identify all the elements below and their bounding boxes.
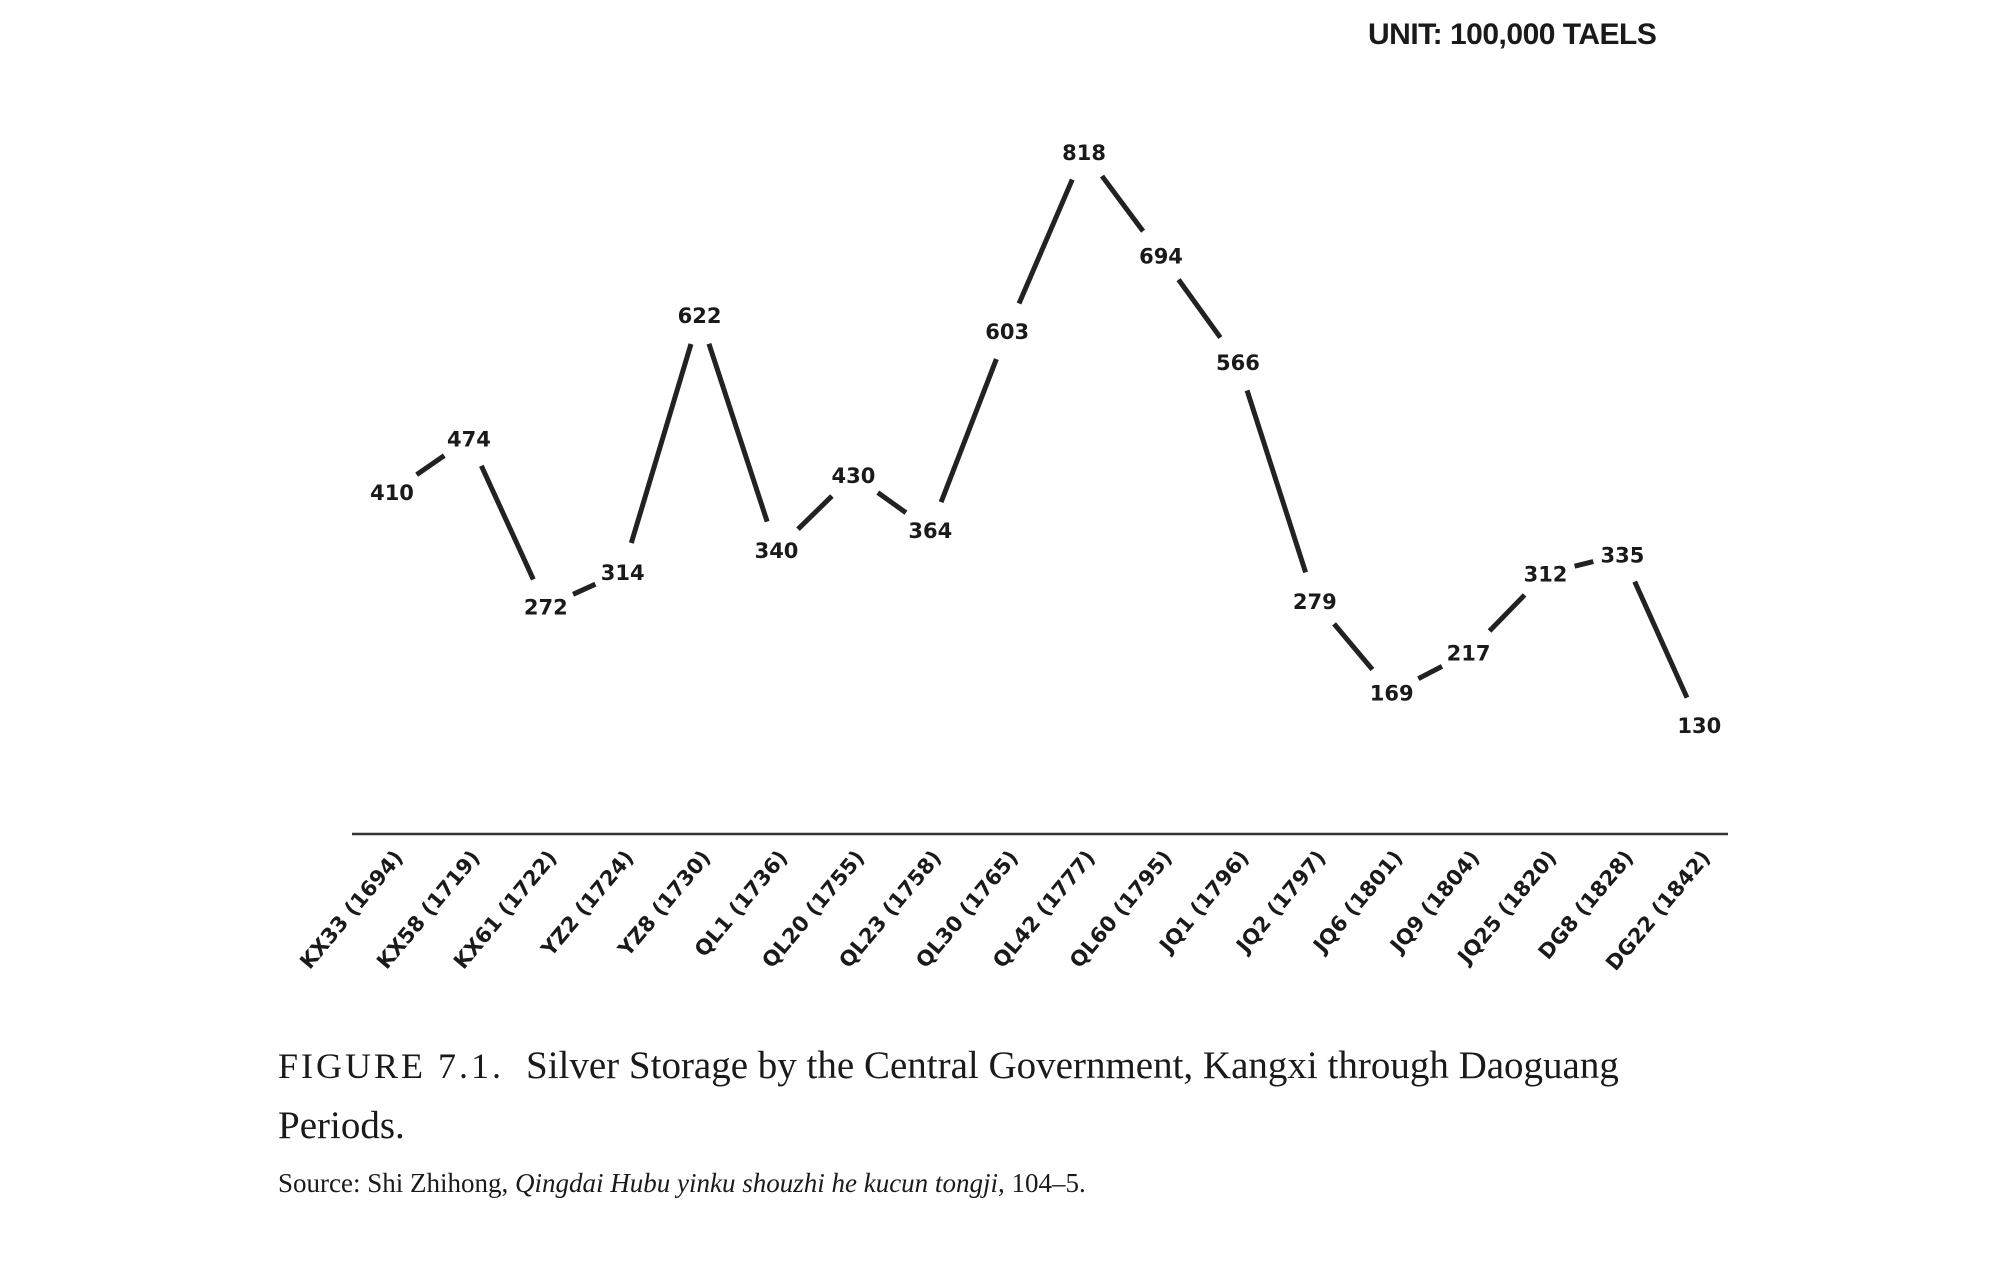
data-label: 217 bbox=[1447, 642, 1491, 666]
line-segment bbox=[876, 490, 908, 515]
data-label: 169 bbox=[1370, 682, 1414, 706]
figure-number: FIGURE 7.1. bbox=[278, 1046, 505, 1086]
line-segment bbox=[1487, 593, 1527, 633]
line-segment bbox=[1417, 664, 1444, 681]
line-segment bbox=[1332, 622, 1375, 672]
figure-title: Silver Storage by the Central Government… bbox=[278, 1044, 1619, 1147]
source-title: Qingdai Hubu yinku shouzhi he kucun tong… bbox=[515, 1168, 998, 1198]
data-label: 279 bbox=[1293, 590, 1337, 614]
data-label: 340 bbox=[755, 539, 799, 563]
figure-caption: FIGURE 7.1. Silver Storage by the Central… bbox=[278, 1036, 1678, 1156]
line-segment bbox=[1176, 278, 1223, 340]
source-prefix: Source: Shi Zhihong, bbox=[278, 1168, 515, 1198]
line-segments bbox=[415, 174, 1690, 699]
data-label: 130 bbox=[1677, 714, 1721, 738]
source-suffix: , 104–5. bbox=[997, 1168, 1086, 1198]
line-segment bbox=[628, 343, 694, 544]
line-segment bbox=[415, 453, 446, 477]
data-label: 410 bbox=[370, 481, 414, 505]
data-labels: 410 474 272 314 622 340 430 364 603 818 694 566 279 1… bbox=[370, 141, 1721, 738]
data-label: 364 bbox=[908, 519, 952, 543]
data-label: 474 bbox=[447, 428, 491, 452]
x-tick-labels: KX33 (1694)KX58 (1719)KX61 (1722)YZ2 (17… bbox=[295, 846, 1715, 975]
data-label: 694 bbox=[1139, 244, 1183, 268]
data-label: 312 bbox=[1524, 562, 1568, 586]
line-segment bbox=[796, 494, 834, 531]
line-segment bbox=[938, 358, 999, 504]
data-label: 272 bbox=[524, 596, 568, 620]
figure-source: Source: Shi Zhihong, Qingdai Hubu yinku … bbox=[278, 1168, 1086, 1199]
line-segment bbox=[1244, 389, 1308, 574]
line-segment bbox=[1100, 174, 1146, 233]
data-label: 430 bbox=[831, 464, 875, 488]
data-label: 314 bbox=[601, 561, 645, 585]
line-segment bbox=[1574, 559, 1594, 569]
line-segment bbox=[1632, 580, 1690, 699]
line-segment bbox=[706, 342, 770, 523]
line-segment bbox=[479, 464, 536, 581]
data-label: 603 bbox=[985, 320, 1029, 344]
data-label: 818 bbox=[1062, 141, 1106, 165]
data-label: 566 bbox=[1216, 351, 1260, 375]
data-label: 622 bbox=[678, 304, 722, 328]
data-label: 335 bbox=[1600, 543, 1644, 567]
unit-label: UNIT: 100,000 TAELS bbox=[1368, 18, 1657, 51]
line-segment bbox=[572, 581, 597, 597]
line-segment bbox=[1016, 178, 1075, 305]
